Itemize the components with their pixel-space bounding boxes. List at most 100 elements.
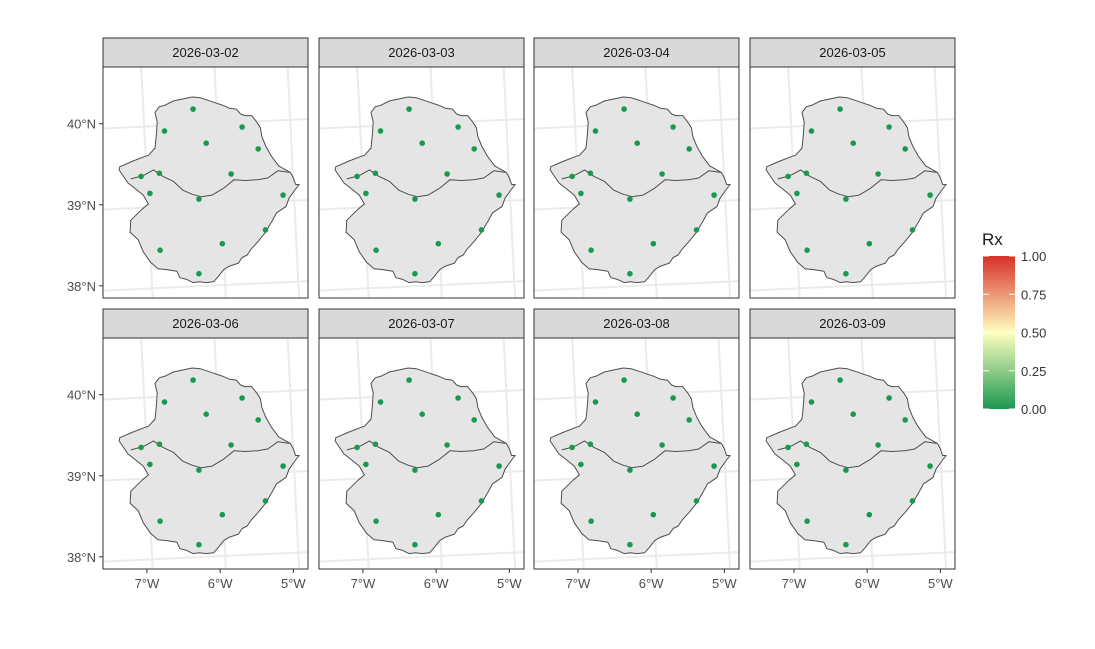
station-point <box>196 196 202 202</box>
station-point <box>886 124 892 130</box>
province-border <box>561 169 721 198</box>
station-point <box>569 173 575 180</box>
station-point <box>634 411 640 418</box>
station-point <box>627 196 633 202</box>
station-point <box>196 467 202 473</box>
station-point <box>363 190 369 197</box>
station-point <box>670 124 676 130</box>
x-tick-label: 6°W <box>208 576 233 591</box>
station-point <box>161 128 168 134</box>
station-point <box>262 498 269 504</box>
station-point <box>875 442 881 448</box>
station-point <box>592 128 599 134</box>
station-point <box>569 444 575 451</box>
station-point <box>138 173 144 180</box>
station-point <box>686 417 692 423</box>
station-point <box>435 240 442 247</box>
station-point <box>650 240 657 247</box>
station-point <box>909 498 916 504</box>
grid-line-lat <box>103 551 308 563</box>
facet-strip-label: 2026-03-07 <box>388 316 455 331</box>
station-point <box>621 377 627 383</box>
x-tick-label: 7°W <box>351 576 376 591</box>
region-polygon <box>549 367 731 555</box>
station-point <box>138 444 144 451</box>
panel-border <box>318 337 525 570</box>
station-point <box>478 227 485 233</box>
province-border <box>130 169 290 198</box>
x-tick-label: 7°W <box>566 576 591 591</box>
station-point <box>412 541 418 548</box>
station-point <box>627 270 633 277</box>
facet-panel: 2026-03-05 <box>749 37 956 299</box>
station-point <box>239 124 245 130</box>
station-point <box>377 399 384 405</box>
station-point <box>496 192 502 198</box>
facet-strip <box>318 37 525 68</box>
station-point <box>280 192 286 198</box>
station-point <box>843 196 849 202</box>
station-point <box>419 411 426 418</box>
station-point <box>190 106 196 112</box>
station-point <box>219 511 226 518</box>
x-tick-label: 6°W <box>639 576 664 591</box>
facet-strip-label: 2026-03-06 <box>172 316 239 331</box>
facet-panel: 2026-03-04 <box>533 37 740 299</box>
station-point <box>455 124 461 130</box>
region-polygon <box>549 96 731 284</box>
station-point <box>255 417 261 423</box>
panel-border <box>533 66 740 299</box>
legend: Rx 1.00 0.75 0.50 0.25 0.00 <box>982 230 1046 417</box>
facet-panel: 2026-03-09 <box>749 308 956 570</box>
station-point <box>156 170 163 176</box>
station-point <box>808 399 815 405</box>
station-point <box>785 173 791 180</box>
facet-panel: 2026-03-06 <box>102 308 309 570</box>
station-point <box>927 463 933 469</box>
facet-strip-label: 2026-03-05 <box>819 45 886 60</box>
facet-strip-label: 2026-03-04 <box>603 45 670 60</box>
station-point <box>837 106 843 112</box>
legend-tick-label: 1.00 <box>1021 249 1046 264</box>
station-point <box>670 395 676 401</box>
station-point <box>196 541 202 548</box>
station-point <box>650 511 657 518</box>
station-point <box>803 441 810 448</box>
station-point <box>804 518 810 524</box>
province-border <box>130 440 290 469</box>
station-point <box>156 441 163 448</box>
panel-border <box>749 337 956 570</box>
grid-line-lat <box>750 280 955 292</box>
station-point <box>372 170 379 176</box>
station-point <box>455 395 461 401</box>
station-point <box>157 247 163 253</box>
station-point <box>478 498 485 504</box>
station-point <box>902 146 908 152</box>
station-point <box>190 377 196 383</box>
station-point <box>147 461 153 468</box>
x-tick-label: 6°W <box>424 576 449 591</box>
station-point <box>419 140 426 146</box>
station-point <box>373 518 379 524</box>
region-polygon <box>334 367 516 555</box>
station-point <box>886 395 892 401</box>
province-border <box>346 440 506 469</box>
station-point <box>909 227 916 233</box>
y-tick-label: 39°N <box>67 469 96 484</box>
station-point <box>373 247 379 253</box>
province-border <box>777 440 937 469</box>
facets-layer: 2026-03-02 2026-03-03 2026-03-04 2026-03-05… <box>102 37 956 570</box>
region-polygon <box>765 367 947 555</box>
grid-line-lat <box>103 280 308 292</box>
grid-line-lat <box>319 551 524 563</box>
station-point <box>587 170 594 176</box>
station-point <box>354 444 360 451</box>
region-polygon <box>334 96 516 284</box>
station-point <box>711 463 717 469</box>
legend-tick-label: 0.50 <box>1021 326 1046 341</box>
x-tick-label: 5°W <box>712 576 737 591</box>
station-point <box>850 411 856 418</box>
grid-line-lat <box>319 280 524 292</box>
station-point <box>592 399 599 405</box>
